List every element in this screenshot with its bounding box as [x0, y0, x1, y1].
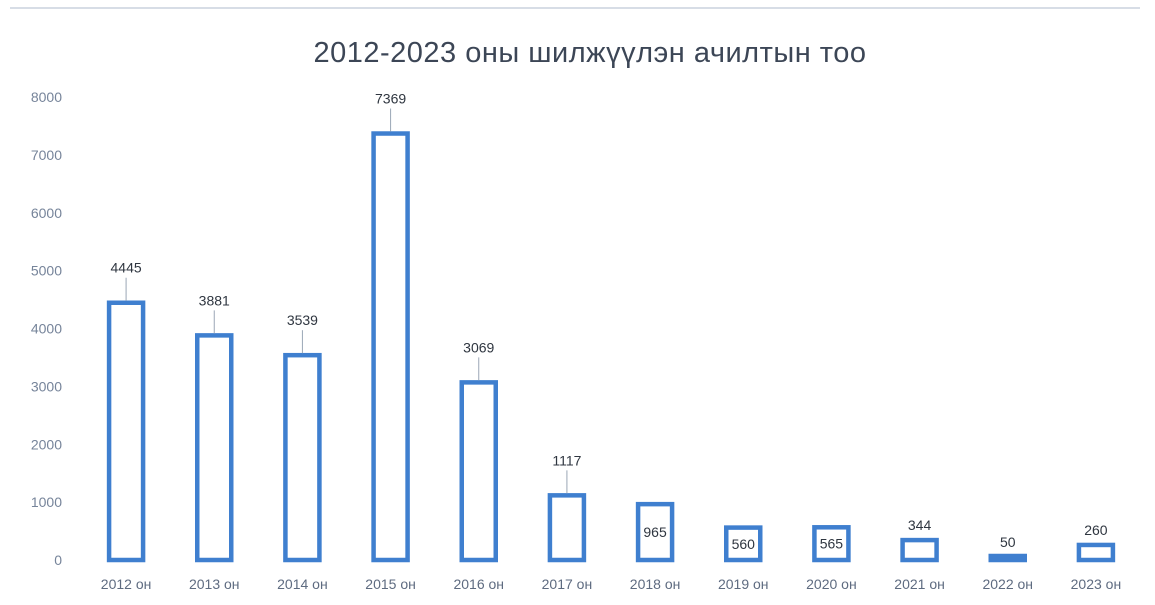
y-tick-label: 4000: [31, 321, 62, 337]
bar: [371, 131, 410, 563]
x-category-label: 2012 он: [101, 576, 152, 592]
y-tick-label: 6000: [31, 205, 62, 221]
data-label: 1117: [552, 452, 581, 468]
data-label: 565: [820, 536, 844, 552]
bar: [635, 501, 675, 563]
bar: [1076, 542, 1116, 563]
x-category-label: 2015 он: [365, 576, 416, 592]
bar: [547, 493, 587, 563]
data-label: 260: [1084, 522, 1108, 538]
chart-title: 2012-2023 оны шилжүүлэн ачилтын тоо: [314, 37, 867, 69]
y-tick-label: 0: [54, 552, 62, 568]
x-category-label: 2018 он: [630, 576, 681, 592]
y-tick-label: 2000: [31, 436, 62, 452]
data-label: 344: [908, 517, 932, 533]
bar: [900, 537, 939, 563]
x-category-label: 2019 он: [718, 576, 769, 592]
bar: [812, 525, 851, 563]
bar: [195, 333, 234, 563]
x-category-label: 2014 он: [277, 576, 328, 592]
x-category-label: 2016 он: [453, 576, 504, 592]
x-axis-category-labels: 2012 он 2013 он 2014 он 2015 он 2016 он 2017 …: [101, 576, 1121, 592]
x-category-label: 2013 он: [189, 576, 240, 592]
data-label: 3069: [463, 339, 494, 355]
data-label: 50: [1000, 534, 1016, 550]
y-tick-label: 8000: [31, 89, 62, 105]
x-category-label: 2017 он: [542, 576, 593, 592]
x-category-label: 2020 он: [806, 576, 857, 592]
bar: [724, 525, 763, 563]
data-label: 560: [732, 536, 756, 552]
bar: [988, 553, 1027, 563]
data-label: 4445: [111, 260, 142, 276]
bars-layer: [106, 131, 1116, 563]
y-tick-label: 5000: [31, 263, 62, 279]
x-category-label: 2021 он: [894, 576, 945, 592]
data-label: 7369: [375, 91, 406, 107]
y-axis-tick-labels: 0 1000 2000 3000 4000 5000 6000 7000 8000: [31, 89, 62, 568]
data-label: 3539: [287, 312, 318, 328]
data-label: 965: [643, 524, 667, 540]
x-category-label: 2022 он: [982, 576, 1033, 592]
bar: [106, 300, 146, 563]
bar: [283, 352, 322, 563]
data-label: 3881: [199, 292, 230, 308]
bar: [459, 380, 498, 563]
y-tick-label: 7000: [31, 147, 62, 163]
data-labels-layer: 4445 3881 3539 7369 3069 1117 965 560 565 344 50 26…: [111, 91, 1108, 552]
y-tick-label: 1000: [31, 494, 62, 510]
x-category-label: 2023 он: [1071, 576, 1122, 592]
y-tick-label: 3000: [31, 378, 62, 394]
